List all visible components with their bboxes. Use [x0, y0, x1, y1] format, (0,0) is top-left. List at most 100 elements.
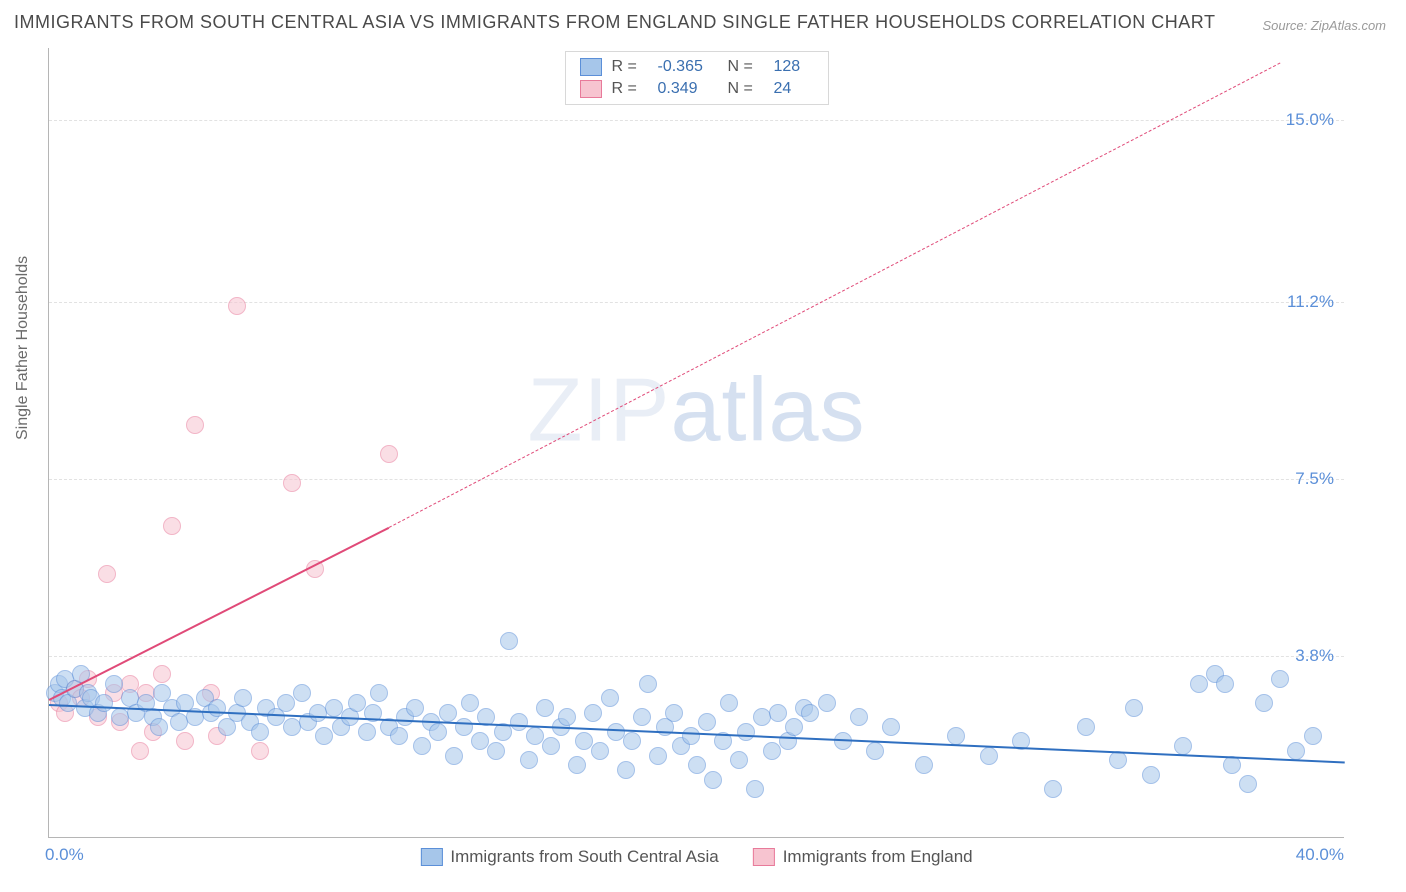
r-value: 0.349 — [658, 80, 718, 98]
pink-data-point — [163, 517, 181, 535]
blue-data-point — [251, 723, 269, 741]
blue-data-point — [358, 723, 376, 741]
blue-data-point — [277, 694, 295, 712]
legend-item-pink: Immigrants from England — [753, 847, 973, 867]
n-label: N = — [728, 58, 764, 76]
blue-data-point — [763, 742, 781, 760]
blue-data-point — [617, 761, 635, 779]
blue-swatch-icon — [580, 58, 602, 76]
blue-data-point — [568, 756, 586, 774]
pink-data-point — [131, 742, 149, 760]
pink-data-point — [186, 416, 204, 434]
blue-data-point — [208, 699, 226, 717]
chart-title: IMMIGRANTS FROM SOUTH CENTRAL ASIA VS IM… — [14, 12, 1215, 33]
blue-data-point — [730, 751, 748, 769]
blue-data-point — [325, 699, 343, 717]
blue-data-point — [682, 727, 700, 745]
n-label: N = — [728, 80, 764, 98]
blue-trend-line — [49, 704, 1345, 763]
blue-data-point — [704, 771, 722, 789]
blue-data-point — [150, 718, 168, 736]
blue-data-point — [487, 742, 505, 760]
pink-data-point — [176, 732, 194, 750]
blue-data-point — [584, 704, 602, 722]
pink-data-point — [283, 474, 301, 492]
blue-data-point — [95, 694, 113, 712]
blue-data-point — [1142, 766, 1160, 784]
chart-plot-area: ZIPatlas R = -0.365 N = 128 R = 0.349 N … — [48, 48, 1344, 838]
blue-data-point — [801, 704, 819, 722]
correlation-legend: R = -0.365 N = 128 R = 0.349 N = 24 — [565, 51, 829, 105]
blue-data-point — [429, 723, 447, 741]
blue-data-point — [315, 727, 333, 745]
pink-swatch-icon — [580, 80, 602, 98]
y-tick-label: 7.5% — [1295, 469, 1334, 489]
legend-item-blue: Immigrants from South Central Asia — [420, 847, 718, 867]
pink-data-point — [228, 297, 246, 315]
blue-data-point — [390, 727, 408, 745]
blue-data-point — [536, 699, 554, 717]
source-label: Source: ZipAtlas.com — [1262, 18, 1386, 33]
blue-data-point — [591, 742, 609, 760]
blue-data-point — [406, 699, 424, 717]
blue-data-point — [234, 689, 252, 707]
blue-data-point — [769, 704, 787, 722]
blue-data-point — [1255, 694, 1273, 712]
x-tick-max: 40.0% — [1296, 845, 1344, 865]
y-tick-label: 15.0% — [1286, 110, 1334, 130]
y-tick-label: 3.8% — [1295, 646, 1334, 666]
blue-data-point — [980, 747, 998, 765]
blue-data-point — [1125, 699, 1143, 717]
blue-data-point — [520, 751, 538, 769]
pink-data-point — [98, 565, 116, 583]
y-axis-label: Single Father Households — [14, 256, 32, 440]
pink-data-point — [153, 665, 171, 683]
blue-data-point — [866, 742, 884, 760]
blue-data-point — [1216, 675, 1234, 693]
x-tick-min: 0.0% — [45, 845, 84, 865]
blue-data-point — [105, 675, 123, 693]
blue-data-point — [413, 737, 431, 755]
blue-data-point — [698, 713, 716, 731]
n-value: 128 — [774, 58, 814, 76]
gridline — [49, 120, 1344, 121]
blue-data-point — [461, 694, 479, 712]
blue-data-point — [575, 732, 593, 750]
blue-swatch-icon — [420, 848, 442, 866]
legend-label: Immigrants from South Central Asia — [450, 847, 718, 867]
blue-data-point — [746, 780, 764, 798]
blue-data-point — [455, 718, 473, 736]
blue-data-point — [818, 694, 836, 712]
watermark-text: ZIPatlas — [527, 359, 865, 462]
blue-data-point — [1223, 756, 1241, 774]
blue-data-point — [720, 694, 738, 712]
blue-data-point — [688, 756, 706, 774]
blue-data-point — [649, 747, 667, 765]
blue-data-point — [633, 708, 651, 726]
blue-data-point — [471, 732, 489, 750]
r-label: R = — [612, 58, 648, 76]
blue-data-point — [445, 747, 463, 765]
blue-data-point — [639, 675, 657, 693]
blue-data-point — [348, 694, 366, 712]
blue-data-point — [1287, 742, 1305, 760]
blue-data-point — [439, 704, 457, 722]
gridline — [49, 479, 1344, 480]
pink-swatch-icon — [753, 848, 775, 866]
blue-data-point — [1109, 751, 1127, 769]
blue-data-point — [293, 684, 311, 702]
blue-data-point — [526, 727, 544, 745]
r-value: -0.365 — [658, 58, 718, 76]
y-tick-label: 11.2% — [1287, 292, 1334, 312]
blue-data-point — [850, 708, 868, 726]
pink-trend-line — [49, 527, 390, 701]
blue-data-point — [370, 684, 388, 702]
blue-data-point — [1174, 737, 1192, 755]
blue-data-point — [623, 732, 641, 750]
blue-data-point — [1077, 718, 1095, 736]
legend-row-blue: R = -0.365 N = 128 — [580, 56, 814, 78]
blue-data-point — [601, 689, 619, 707]
blue-data-point — [737, 723, 755, 741]
blue-data-point — [882, 718, 900, 736]
legend-label: Immigrants from England — [783, 847, 973, 867]
